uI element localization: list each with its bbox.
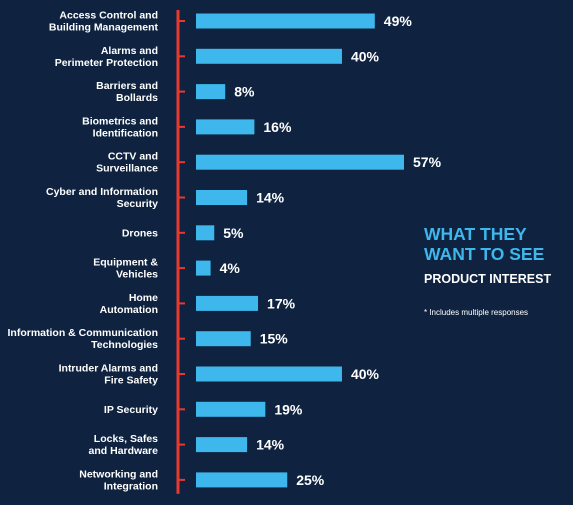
data-label: 16% (263, 119, 292, 135)
data-label: 17% (267, 295, 296, 311)
category-label: Information & Communication Technologies (8, 327, 159, 351)
bar (196, 366, 342, 382)
data-label: 14% (256, 190, 285, 206)
bar (196, 331, 251, 347)
category-label: Equipment & Vehicles (93, 257, 158, 281)
bar (196, 472, 288, 488)
category-label: Networking and Integration (79, 468, 158, 492)
data-label: 19% (274, 401, 303, 417)
category-label: Access Control and Building Management (49, 10, 159, 34)
data-label: 15% (260, 331, 289, 347)
data-label: 4% (220, 260, 241, 276)
category-label: Locks, Safes and Hardware (89, 433, 159, 457)
side-panel-subtitle: PRODUCT INTEREST (424, 272, 552, 286)
data-label: 8% (234, 84, 255, 100)
category-label: CCTV and Surveillance (96, 151, 158, 175)
bar (196, 401, 266, 417)
category-label: Cyber and Information Security (46, 186, 158, 210)
bar (196, 437, 248, 453)
category-label: Alarms and Perimeter Protection (55, 45, 158, 69)
side-panel-note: * Includes multiple responses (424, 308, 529, 317)
data-label: 14% (256, 437, 285, 453)
category-label: Home Automation (100, 292, 158, 316)
category-label: Barriers and Bollards (96, 80, 158, 104)
category-label: Biometrics and Identification (82, 115, 158, 139)
category-label: Intruder Alarms and Fire Safety (59, 363, 159, 387)
bar (196, 225, 215, 241)
side-panel-title: WHAT THEY WANT TO SEE (424, 224, 569, 264)
category-label: Drones (122, 227, 158, 239)
data-label: 25% (296, 472, 325, 488)
bar (196, 48, 342, 64)
bar (196, 84, 226, 100)
category-label: IP Security (104, 404, 158, 416)
data-label: 40% (351, 366, 380, 382)
bar (196, 13, 375, 29)
bar (196, 190, 248, 205)
side-panel-title-line-2: WANT TO SEE (424, 244, 545, 264)
bar (196, 154, 404, 170)
bar (196, 119, 255, 135)
data-label: 40% (351, 48, 380, 64)
bar (196, 260, 211, 276)
side-panel-title-line-1: WHAT THEY (424, 224, 527, 244)
data-label: 57% (413, 154, 442, 170)
data-label: 49% (384, 13, 413, 29)
bar (196, 295, 259, 311)
data-label: 5% (223, 225, 244, 241)
